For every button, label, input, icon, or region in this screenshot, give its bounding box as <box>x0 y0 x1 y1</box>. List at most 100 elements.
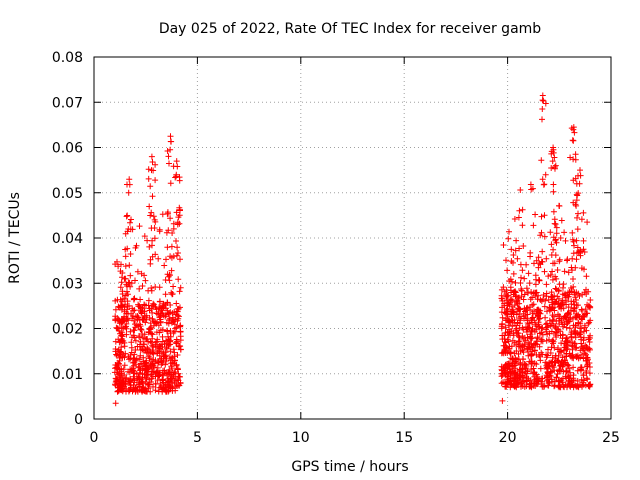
data-point <box>570 364 577 371</box>
data-point <box>555 326 562 333</box>
data-point <box>528 358 535 365</box>
data-point <box>143 369 150 376</box>
data-point <box>152 381 159 387</box>
data-point <box>506 301 513 308</box>
data-point <box>535 264 542 271</box>
data-point <box>153 310 160 317</box>
data-point <box>541 212 548 219</box>
data-point <box>560 383 567 390</box>
y-tick-label: 0.08 <box>52 50 83 66</box>
data-point <box>147 212 154 219</box>
data-point <box>559 359 566 366</box>
data-point <box>584 219 591 226</box>
data-point <box>521 315 527 322</box>
data-point <box>166 277 173 284</box>
data-point <box>173 209 180 216</box>
data-point <box>522 365 529 371</box>
data-point <box>165 153 172 160</box>
data-point <box>137 307 144 314</box>
data-point <box>499 320 506 327</box>
data-point <box>135 323 142 330</box>
data-point <box>574 352 581 359</box>
data-point <box>123 213 130 220</box>
data-point <box>566 318 573 325</box>
data-point <box>154 336 161 343</box>
data-point <box>159 326 166 333</box>
data-point <box>527 377 534 384</box>
data-point <box>177 380 184 387</box>
data-point <box>534 334 541 341</box>
data-point <box>145 353 152 360</box>
data-point <box>171 309 178 315</box>
data-point <box>115 346 122 353</box>
data-point <box>118 298 125 305</box>
data-point <box>174 244 181 251</box>
data-point <box>525 349 531 355</box>
data-point <box>168 289 175 296</box>
data-point <box>585 382 592 389</box>
data-point <box>512 247 519 254</box>
data-point <box>149 342 156 349</box>
data-point <box>168 254 175 261</box>
data-point <box>502 339 509 346</box>
data-point <box>563 324 570 331</box>
data-point <box>157 316 164 323</box>
data-point <box>530 369 537 376</box>
data-point <box>132 347 139 353</box>
data-point <box>506 378 513 385</box>
data-point <box>571 129 578 136</box>
data-point <box>545 380 552 387</box>
data-point <box>535 254 542 261</box>
data-point <box>160 372 167 379</box>
data-point <box>509 323 516 330</box>
data-point <box>552 165 558 172</box>
data-point <box>535 306 541 313</box>
data-point <box>553 224 560 231</box>
data-point <box>513 298 520 305</box>
data-point <box>164 244 171 251</box>
data-point <box>568 334 575 341</box>
data-point <box>146 364 153 371</box>
data-point <box>168 138 175 145</box>
data-point <box>133 242 140 249</box>
y-tick-label: 0.02 <box>52 322 83 338</box>
data-point <box>578 364 585 371</box>
data-point <box>143 302 149 309</box>
data-point <box>136 363 143 370</box>
data-point <box>130 362 137 369</box>
data-point <box>566 365 573 372</box>
data-point <box>550 144 557 151</box>
data-point <box>584 376 591 383</box>
data-point <box>175 276 182 283</box>
data-point <box>528 359 534 366</box>
data-point <box>502 383 509 390</box>
data-point <box>585 346 592 353</box>
data-point <box>571 305 577 312</box>
data-point <box>122 253 129 260</box>
data-point <box>176 220 183 227</box>
data-point <box>173 340 180 347</box>
data-point <box>148 339 155 346</box>
data-point <box>580 209 587 216</box>
data-point <box>570 372 577 379</box>
data-point <box>112 306 119 313</box>
data-point <box>550 322 557 329</box>
data-point <box>542 359 549 366</box>
data-point <box>173 171 180 178</box>
data-point <box>149 348 156 355</box>
data-point <box>150 303 157 310</box>
data-point <box>513 380 520 387</box>
data-point <box>551 367 558 374</box>
data-point <box>547 350 554 356</box>
data-point <box>587 317 594 324</box>
data-point <box>498 350 505 357</box>
data-point <box>141 233 148 240</box>
data-point <box>156 384 163 391</box>
data-point <box>117 386 124 393</box>
data-point <box>513 322 519 329</box>
data-point <box>122 230 129 237</box>
data-point <box>132 277 138 284</box>
data-point <box>167 146 174 153</box>
data-point <box>146 305 153 312</box>
